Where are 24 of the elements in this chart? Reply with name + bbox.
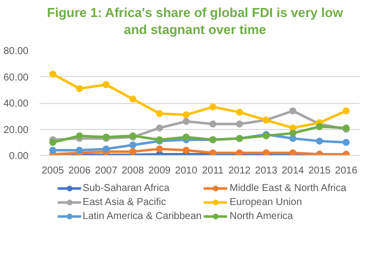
legend-label: Latin America & Caribbean: [82, 210, 202, 222]
x-tick-label: 2008: [122, 166, 144, 176]
x-tick-label: 2012: [228, 166, 252, 176]
y-tick-label: 80.00: [3, 46, 29, 57]
chart-title: Figure 1: Africa's share of global FDI is very low and stagnant over time: [46, 4, 344, 38]
y-tick-label: 60.00: [3, 72, 29, 84]
x-tick-label: 2014: [282, 166, 304, 176]
legend-label: Sub-Saharan Africa: [82, 182, 170, 194]
x-tick-label: 2011: [202, 166, 224, 176]
x-tick-label: 2013: [255, 166, 278, 176]
legend-label: North America: [230, 210, 293, 222]
x-tick-label: 2005: [42, 166, 64, 176]
x-tick-label: 2009: [148, 166, 172, 176]
y-tick-label: 0.00: [9, 151, 29, 162]
x-tick-label: 2015: [308, 166, 332, 176]
y-tick-label: 20.00: [3, 124, 29, 136]
x-tick-label: 2006: [68, 166, 92, 176]
x-tick-label: 2010: [175, 166, 198, 176]
legend-label: European Union: [230, 196, 302, 208]
y-tick-label: 40.00: [3, 98, 29, 110]
x-tick-label: 2016: [335, 166, 358, 176]
legend-label: East Asia & Pacific: [82, 196, 166, 208]
x-tick-label: 2007: [95, 166, 118, 176]
legend-label: Middle East & North Africa: [230, 182, 346, 194]
